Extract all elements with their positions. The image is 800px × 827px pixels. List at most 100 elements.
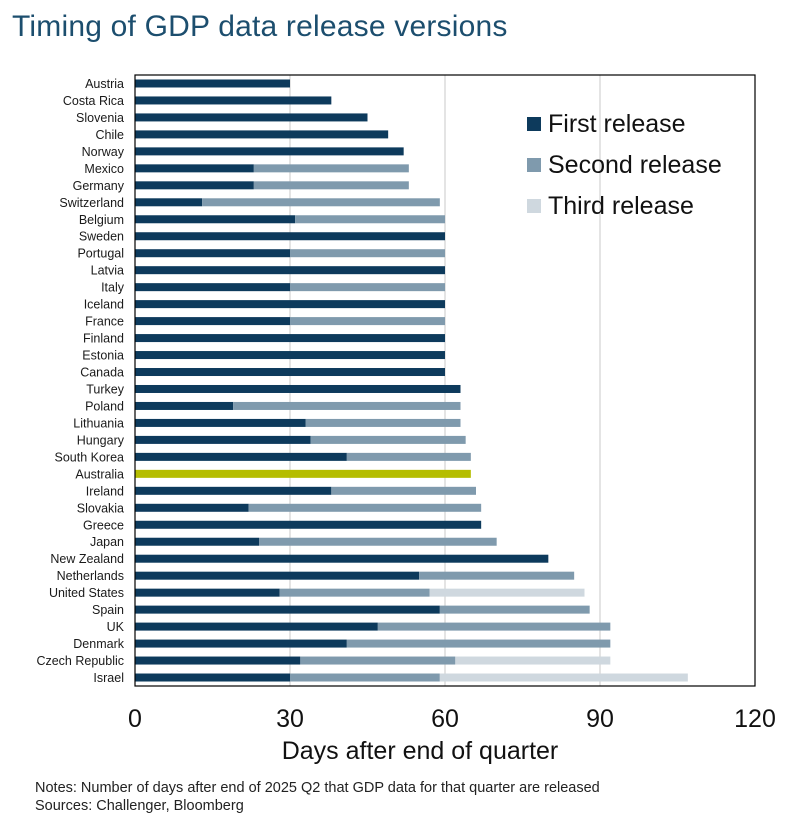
bar-first-release <box>135 266 445 275</box>
bar-second-release <box>290 249 445 258</box>
legend-swatch-first <box>527 117 541 131</box>
bar-second-release <box>310 435 466 444</box>
country-label: Czech Republic <box>36 654 124 668</box>
bar-second-release <box>290 317 445 326</box>
bar-first-release <box>135 79 290 88</box>
country-label: Norway <box>82 145 125 159</box>
bar-third-release <box>455 656 611 665</box>
country-label: New Zealand <box>50 552 124 566</box>
x-tick-label: 120 <box>734 705 776 733</box>
bar-second-release <box>331 486 476 495</box>
bar-first-release <box>135 164 254 173</box>
bar-second-release <box>439 605 590 614</box>
bar-first-release <box>135 418 306 427</box>
gdp-release-chart: Austria Costa Rica Slovenia Chile Norway Mexi… <box>36 74 776 765</box>
bar-first-release <box>135 605 440 614</box>
bar-first-release <box>135 554 549 563</box>
country-label: Turkey <box>86 382 124 396</box>
bar-first-release <box>135 588 280 597</box>
bar-first-release <box>135 384 461 393</box>
bar-second-release <box>346 639 611 648</box>
bar-first-release <box>135 401 234 410</box>
x-axis-label: Days after end of quarter <box>282 737 559 765</box>
bar-first-release <box>135 452 347 461</box>
bar-second-release <box>295 215 445 224</box>
bar-second-release <box>305 418 461 427</box>
bar-first-release <box>135 656 301 665</box>
x-tick-label: 60 <box>431 705 459 733</box>
bar-second-release <box>253 164 409 173</box>
country-label: Canada <box>80 366 124 380</box>
country-label: Iceland <box>84 298 124 312</box>
x-tick-label: 0 <box>128 705 142 733</box>
country-label: Italy <box>101 281 125 295</box>
bar-first-release <box>135 147 404 156</box>
country-label: Greece <box>83 518 124 532</box>
country-label: Germany <box>73 179 125 193</box>
sources-text: Sources: Challenger, Bloomberg <box>35 798 244 814</box>
bar-first-release <box>135 486 332 495</box>
country-label: Sweden <box>79 230 124 244</box>
country-label: France <box>85 315 124 329</box>
country-label: Australia <box>75 467 124 481</box>
bar-second-release <box>346 452 471 461</box>
country-label: UK <box>107 620 125 634</box>
bar-third-release <box>429 588 585 597</box>
bar-second-release <box>253 181 409 190</box>
bar-first-release <box>135 232 445 241</box>
bar-first-release <box>135 435 311 444</box>
country-label: Slovakia <box>77 501 124 515</box>
bar-second-release <box>202 198 440 207</box>
bar-first-release <box>135 130 389 139</box>
bar-first-release <box>135 571 420 580</box>
bar-second-release <box>233 401 461 410</box>
country-label: Austria <box>85 77 124 91</box>
legend-label-second: Second release <box>548 151 722 179</box>
country-label: South Korea <box>55 450 125 464</box>
bar-first-release <box>135 283 290 292</box>
bar-second-release <box>377 622 611 631</box>
country-label: Costa Rica <box>63 94 124 108</box>
country-label: Chile <box>96 128 125 142</box>
chart-notes: Notes: Number of days after end of 2025 … <box>35 779 600 815</box>
legend-label-first: First release <box>548 110 686 138</box>
bar-first-release <box>135 520 482 529</box>
bar-second-release <box>419 571 575 580</box>
chart-title: Timing of GDP data release versions <box>12 10 508 43</box>
bar-first-release <box>135 113 368 122</box>
bar-second-release <box>300 656 456 665</box>
x-tick-label: 90 <box>586 705 614 733</box>
bar-first-release <box>135 673 290 682</box>
bar-first-release <box>135 198 203 207</box>
country-label: Hungary <box>77 433 125 447</box>
bar-first-release <box>135 300 445 309</box>
bar-third-release <box>439 673 688 682</box>
country-label: Mexico <box>84 162 124 176</box>
country-label: Estonia <box>82 349 124 363</box>
bar-second-release <box>279 588 430 597</box>
country-label: Denmark <box>73 637 124 651</box>
bar-second-release <box>259 537 497 546</box>
bar-first-release <box>135 249 290 258</box>
country-label: Japan <box>90 535 124 549</box>
country-label: United States <box>49 586 124 600</box>
country-label: Poland <box>85 399 124 413</box>
x-tick-label: 30 <box>276 705 304 733</box>
country-label: Lithuania <box>73 416 124 430</box>
bar-first-release <box>135 215 296 224</box>
bar-first-release <box>135 537 259 546</box>
bar-second-release <box>248 503 482 512</box>
bar-first-release <box>135 639 347 648</box>
bar-first-release <box>135 368 445 377</box>
country-label: Belgium <box>79 213 124 227</box>
country-label: Spain <box>92 603 124 617</box>
bar-first-release <box>135 351 445 360</box>
bar-first-release <box>135 181 254 190</box>
country-label: Latvia <box>91 264 124 278</box>
legend-swatch-third <box>527 199 541 213</box>
country-label: Ireland <box>86 484 124 498</box>
bar-first-release <box>135 96 332 105</box>
bar-first-release <box>135 503 249 512</box>
bar-first-release <box>135 469 471 478</box>
country-label: Switzerland <box>59 196 124 210</box>
